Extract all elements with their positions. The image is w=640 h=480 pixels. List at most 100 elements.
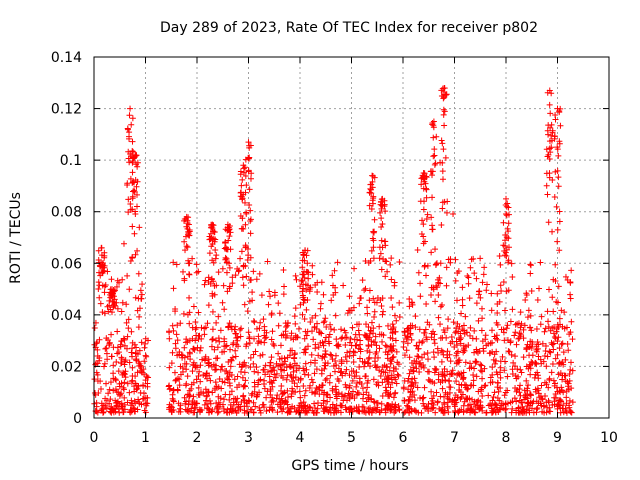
data-point	[199, 356, 206, 363]
data-point	[443, 209, 450, 216]
data-point	[545, 318, 552, 325]
data-point	[440, 176, 447, 183]
data-point	[232, 353, 239, 360]
data-point	[491, 389, 498, 396]
data-point	[332, 383, 339, 390]
data-point	[539, 340, 546, 347]
data-point	[513, 388, 520, 395]
x-tick-label: 2	[193, 430, 202, 446]
data-point	[226, 396, 233, 403]
data-point	[184, 244, 191, 251]
data-point	[412, 379, 419, 386]
data-point	[392, 337, 399, 344]
data-point	[315, 344, 322, 351]
data-point	[556, 388, 563, 395]
data-point	[532, 388, 539, 395]
data-point	[566, 404, 573, 411]
data-point	[312, 390, 319, 397]
data-point	[226, 380, 233, 387]
data-point	[497, 364, 504, 371]
data-point	[439, 168, 446, 175]
data-point	[439, 159, 446, 166]
data-point	[113, 389, 120, 396]
data-point	[450, 319, 457, 326]
data-point	[391, 279, 398, 286]
data-point	[115, 368, 122, 375]
data-point	[138, 367, 145, 374]
data-point	[302, 247, 309, 254]
data-point	[476, 404, 483, 411]
data-point	[556, 218, 563, 225]
data-point	[476, 288, 483, 295]
x-tick-label: 10	[600, 430, 618, 446]
data-point	[309, 314, 316, 321]
data-point	[268, 336, 275, 343]
data-point	[201, 331, 208, 338]
data-point	[378, 237, 385, 244]
data-point	[262, 335, 269, 342]
data-point	[253, 276, 260, 283]
data-point	[428, 292, 435, 299]
data-point	[238, 182, 245, 189]
data-point	[417, 198, 424, 205]
data-point	[279, 408, 286, 415]
data-point	[489, 397, 496, 404]
data-point	[549, 294, 556, 301]
data-point	[205, 274, 212, 281]
data-point	[499, 353, 506, 360]
data-point	[331, 267, 338, 274]
data-point	[472, 358, 479, 365]
data-point	[420, 170, 427, 177]
data-point	[501, 392, 508, 399]
data-point	[493, 348, 500, 355]
data-point	[377, 373, 384, 380]
data-point	[494, 379, 501, 386]
data-point	[420, 394, 427, 401]
data-point	[446, 384, 453, 391]
data-point	[255, 377, 262, 384]
data-point	[243, 341, 250, 348]
data-point	[422, 180, 429, 187]
data-point	[220, 282, 227, 289]
data-point	[371, 399, 378, 406]
data-point	[184, 373, 191, 380]
data-point	[546, 375, 553, 382]
data-point	[118, 400, 125, 407]
data-point	[479, 279, 486, 286]
data-point	[368, 341, 375, 348]
data-point	[132, 294, 139, 301]
data-point	[108, 353, 115, 360]
data-point	[370, 376, 377, 383]
data-point	[380, 308, 387, 315]
data-point	[505, 244, 512, 251]
data-point	[278, 372, 285, 379]
data-point	[309, 407, 316, 414]
data-point	[526, 352, 533, 359]
data-point	[176, 349, 183, 356]
data-point	[379, 392, 386, 399]
data-point	[274, 392, 281, 399]
data-point	[257, 319, 264, 326]
data-point	[108, 331, 115, 338]
data-point	[118, 308, 125, 315]
data-point	[460, 347, 467, 354]
data-point	[245, 329, 252, 336]
data-point	[313, 409, 320, 416]
data-point	[281, 355, 288, 362]
data-point	[275, 300, 282, 307]
data-point	[355, 407, 362, 414]
data-point	[330, 291, 337, 298]
data-point	[299, 277, 306, 284]
data-point	[546, 101, 553, 108]
data-point	[381, 201, 388, 208]
data-point	[269, 383, 276, 390]
data-point	[370, 330, 377, 337]
data-point	[420, 364, 427, 371]
data-point	[520, 335, 527, 342]
data-point	[279, 398, 286, 405]
data-point	[238, 364, 245, 371]
data-point	[103, 350, 110, 357]
data-point	[98, 263, 105, 270]
data-point	[220, 405, 227, 412]
data-point	[246, 142, 253, 149]
